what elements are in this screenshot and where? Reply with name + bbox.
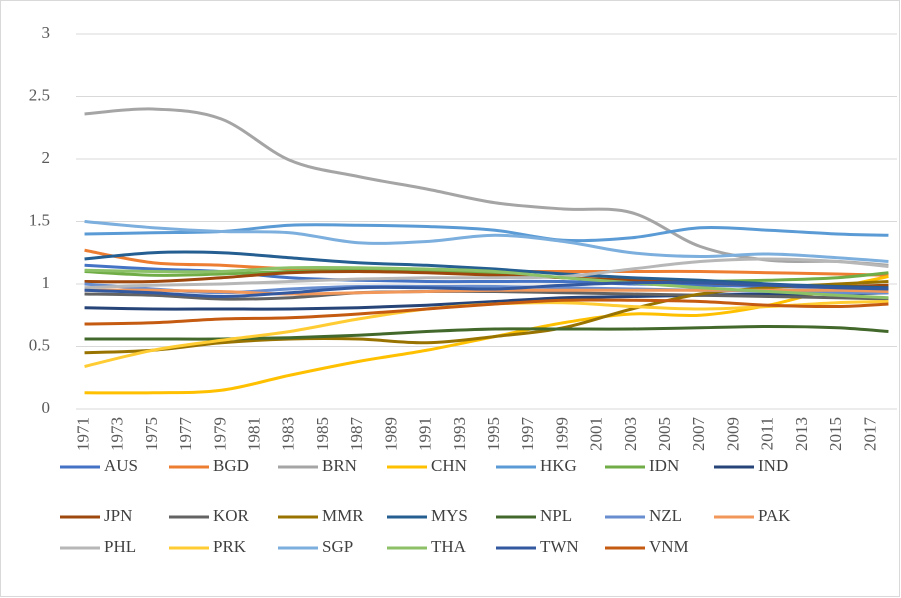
legend-label: THA xyxy=(431,537,467,556)
x-tick-label: 2017 xyxy=(860,417,879,452)
series-line xyxy=(84,220,889,263)
x-tick-label: 2015 xyxy=(826,417,845,451)
y-tick-label: 1 xyxy=(42,273,51,292)
legend-label: KOR xyxy=(213,506,250,525)
x-tick-label: 2007 xyxy=(689,417,708,452)
y-tick-label: 2.5 xyxy=(29,85,50,104)
y-tick-label: 3 xyxy=(42,23,51,42)
legend-label: MMR xyxy=(322,506,364,525)
x-tick-label: 1991 xyxy=(416,417,435,451)
x-tick-label: 1979 xyxy=(210,417,229,451)
x-tick-label: 1983 xyxy=(279,417,298,451)
legend-label: BGD xyxy=(213,456,249,475)
legend-label: PHL xyxy=(104,537,136,556)
x-tick-label: 2009 xyxy=(723,417,742,451)
legend-label: NPL xyxy=(540,506,572,525)
series-line xyxy=(84,280,889,355)
x-tick-label: 1973 xyxy=(108,417,127,451)
legend-label: VNM xyxy=(649,537,689,556)
x-tick-label: 1989 xyxy=(381,417,400,451)
series-line xyxy=(84,265,889,300)
x-tick-label: 1971 xyxy=(73,417,92,451)
y-tick-label: 2 xyxy=(42,148,51,167)
x-tick-label: 1977 xyxy=(176,417,195,452)
series-line xyxy=(84,257,889,290)
legend-label: SGP xyxy=(322,537,353,556)
grid: 0 0.5 1 1.5 2 2.5 3 1971 1973 1975 1977 1979 1981 198… xyxy=(29,23,897,451)
x-tick-label: 1975 xyxy=(142,417,161,451)
x-tick-label: 1981 xyxy=(245,417,264,451)
x-tick-label: 1993 xyxy=(450,417,469,451)
plot xyxy=(84,107,889,395)
legend-label: AUS xyxy=(104,456,138,475)
x-tick-label: 1997 xyxy=(518,417,537,452)
y-tick-label: 1.5 xyxy=(29,210,50,229)
legend-label: PAK xyxy=(758,506,791,525)
legend-label: HKG xyxy=(540,456,577,475)
x-tick-label: 2011 xyxy=(758,417,777,450)
series-line xyxy=(84,280,889,298)
x-tick-label: 1999 xyxy=(552,417,571,451)
legend: AUS BGD BRN CHN HKG IDN IND JPN KOR MMR MYS NPL NZL P… xyxy=(60,456,791,556)
legend-label: TWN xyxy=(540,537,579,556)
x-tick-label: 2005 xyxy=(655,417,674,451)
x-tick-label: 1995 xyxy=(484,417,503,451)
x-tick-label: 1987 xyxy=(347,417,366,452)
legend-label: JPN xyxy=(104,506,132,525)
legend-label: MYS xyxy=(431,506,468,525)
legend-label: CHN xyxy=(431,456,467,475)
legend-label: PRK xyxy=(213,537,247,556)
x-tick-label: 2013 xyxy=(792,417,811,451)
x-tick-label: 2001 xyxy=(587,417,606,451)
x-tick-label: 1985 xyxy=(313,417,332,451)
legend-label: IDN xyxy=(649,456,679,475)
legend-label: NZL xyxy=(649,506,682,525)
legend-label: IND xyxy=(758,456,788,475)
y-tick-label: 0 xyxy=(42,398,51,417)
legend-label: BRN xyxy=(322,456,357,475)
x-tick-label: 2003 xyxy=(621,417,640,451)
series-line xyxy=(84,291,889,311)
series-line xyxy=(84,298,889,326)
y-tick-label: 0.5 xyxy=(29,335,50,354)
